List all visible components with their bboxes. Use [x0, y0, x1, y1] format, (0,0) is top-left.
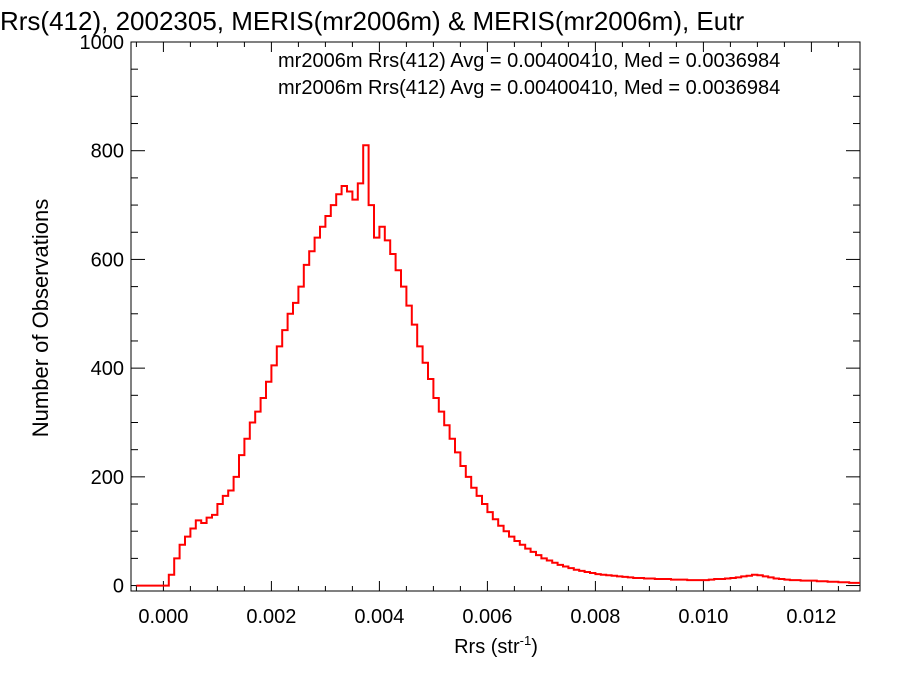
y-tick-label: 800: [91, 141, 124, 163]
x-tick-label: 0.002: [246, 606, 296, 628]
y-tick-label: 600: [91, 249, 124, 271]
plot-frame: [130, 41, 861, 592]
x-tick-label: 0.008: [570, 606, 620, 628]
y-tick-label: 400: [91, 358, 124, 380]
y-tick-label: 1000: [80, 32, 125, 54]
x-tick-label: 0.004: [354, 606, 404, 628]
y-tick-label: 0: [113, 576, 124, 598]
y-axis-label: Number of Observations: [28, 199, 53, 437]
chart-title: Rrs(412), 2002305, MERIS(mr2006m) & MERI…: [0, 6, 744, 36]
x-tick-label: 0.006: [462, 606, 512, 628]
y-tick-label: 200: [91, 467, 124, 489]
x-tick-label: 0.000: [138, 606, 188, 628]
plot-border: [130, 41, 861, 592]
x-axis-label: Rrs (str-1): [454, 633, 538, 658]
stats-annotation-black: mr2006m Rrs(412) Avg = 0.00400410, Med =…: [278, 50, 780, 72]
x-axis-ticks: 0.000 0.002 0.004 0.006 0.008 0.010 0.012: [135, 42, 839, 628]
x-tick-label: 0.010: [678, 606, 728, 628]
y-axis-ticks: 0 200 400 600 800 1000: [80, 32, 860, 598]
stats-annotation-red: mr2006m Rrs(412) Avg = 0.00400410, Med =…: [278, 77, 780, 99]
x-tick-label: 0.012: [786, 606, 836, 628]
histogram-series-line: [136, 144, 860, 587]
